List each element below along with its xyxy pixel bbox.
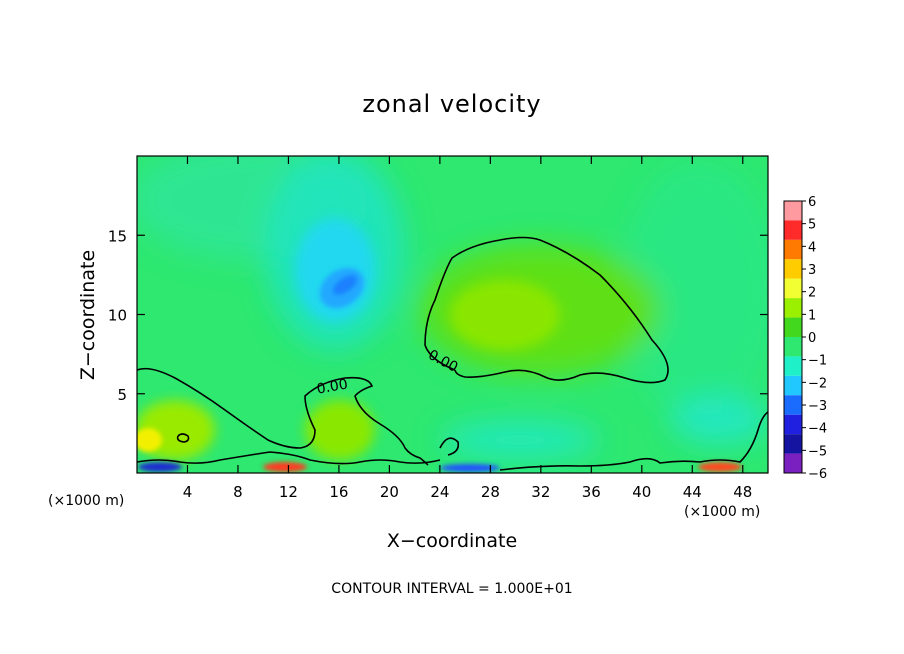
x-tick-label: 24	[430, 483, 449, 501]
contour-interval-note: CONTOUR INTERVAL = 1.000E+01	[331, 581, 572, 597]
colorbar-tick-label: 4	[808, 240, 816, 255]
upper-right-shading	[620, 160, 768, 420]
y-axis-label: Z−coordinate	[77, 250, 99, 380]
y-tick-label: 10	[108, 307, 127, 325]
colorbar-tick-label: −3	[808, 399, 827, 414]
colorbar-swatch	[784, 356, 802, 376]
colorbar-swatch	[784, 453, 802, 473]
zero-contours	[137, 236, 768, 471]
x-tick-label: 40	[632, 483, 651, 501]
colorbar-tick-label: −2	[808, 376, 827, 391]
x-tick-label: 16	[329, 483, 348, 501]
negative-core-inner	[332, 275, 358, 295]
colorbar-swatch	[784, 434, 802, 454]
x-tick-label: 44	[683, 483, 702, 501]
mid-bottom-positive	[305, 400, 375, 460]
x-axis: 4 8 12 16 20 24 28 32 36 40 44 48	[183, 156, 752, 501]
colorbar-swatch	[784, 220, 802, 240]
x-tick-label: 36	[582, 483, 601, 501]
bottom-right-positive-core	[698, 462, 742, 472]
colorbar-tick-label: 2	[808, 286, 816, 301]
bottom-left-negative-core	[138, 462, 182, 472]
colorbar-tick-label: −6	[808, 467, 827, 482]
x-tick-label: 20	[380, 483, 399, 501]
contour-label-left: 0.00	[316, 376, 349, 397]
colorbar-swatch	[784, 337, 802, 357]
colorbar-tick-label: 1	[808, 308, 816, 323]
colorbar-swatch	[784, 298, 802, 318]
x-tick-label: 4	[183, 483, 193, 501]
x-tick-label: 12	[279, 483, 298, 501]
colorbar-swatch	[784, 239, 802, 260]
bottom-left-positive-core	[263, 462, 307, 472]
x-tick-label: 28	[481, 483, 500, 501]
y-tick-label: 15	[108, 227, 127, 245]
zero-contour-small-bump-middle	[439, 437, 460, 456]
y-axis: 5 10 15	[108, 227, 768, 404]
colorbar-swatch	[784, 414, 802, 435]
x-unit-right: (×1000 m)	[684, 504, 760, 520]
colorbar-tick-label: −5	[808, 444, 827, 459]
zero-contour-bottom-right-segment	[499, 411, 768, 471]
colorbar-tick-label: 6	[808, 195, 816, 210]
x-tick-label: 48	[733, 483, 752, 501]
x-axis-label: X−coordinate	[387, 530, 517, 552]
x-unit-left: (×1000 m)	[48, 493, 124, 509]
y-tick-label: 5	[117, 386, 127, 404]
zero-contour-right	[424, 236, 669, 384]
plot-area	[137, 156, 768, 473]
colorbar-tick-label: −4	[808, 422, 827, 437]
colorbar-swatch	[784, 201, 802, 221]
colorbar-tick-label: 5	[808, 218, 816, 233]
x-tick-label: 32	[531, 483, 550, 501]
zero-contour-small-loop-left	[176, 433, 190, 443]
x-tick-label: 8	[233, 483, 243, 501]
zero-contour-left	[137, 367, 429, 466]
chart-title: zonal velocity	[362, 90, 541, 118]
lower-right-negative	[670, 395, 768, 445]
colorbar-tick-label: 3	[808, 263, 816, 278]
lower-middle-negative	[440, 420, 600, 460]
colorbar-swatch	[784, 375, 802, 396]
colorbar-swatch	[784, 259, 802, 279]
colorbar-swatch	[784, 278, 802, 299]
lower-left-positive-core	[137, 428, 162, 452]
zero-contour-bottom-segment	[137, 451, 441, 465]
colorbar: 6 5 4 3 2 1 0 −1 −2 −3 −4 −5 −6	[783, 195, 827, 482]
colorbar-tick-label: −1	[808, 354, 827, 369]
colorbar-swatch	[784, 317, 802, 337]
bottom-mid-negative-core	[440, 464, 500, 472]
positive-core-region	[450, 280, 560, 350]
colorbar-tick-label: 0	[808, 331, 816, 346]
colorbar-swatch	[784, 395, 802, 415]
